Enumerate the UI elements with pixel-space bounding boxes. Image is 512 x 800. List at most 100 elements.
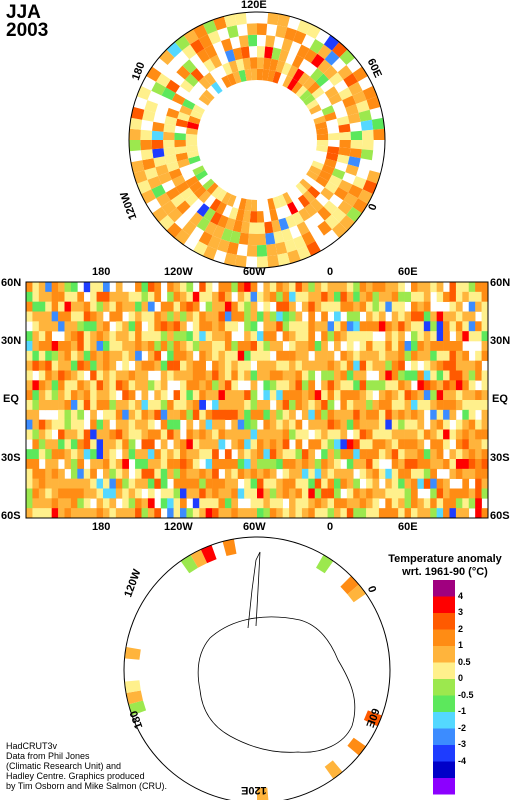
anomaly-cell: [353, 419, 360, 430]
anomaly-cell: [186, 390, 194, 401]
anomaly-cell: [38, 498, 46, 509]
anomaly-cell: [205, 449, 213, 460]
polar-anomaly-cell: [171, 93, 186, 106]
anomaly-cell: [244, 478, 251, 489]
anomaly-cell: [430, 449, 437, 460]
polar-anomaly-cell: [177, 111, 190, 122]
anomaly-cell: [122, 409, 129, 420]
anomaly-cell: [468, 390, 476, 401]
anomaly-cell: [103, 488, 110, 499]
anomaly-cell: [135, 321, 142, 332]
polar-anomaly-cell: [129, 140, 141, 152]
anomaly-cell: [103, 409, 110, 420]
legend-swatch: [433, 745, 455, 762]
anomaly-cell: [366, 478, 373, 489]
polar-anomaly-cell: [166, 41, 182, 58]
anomaly-cell: [436, 282, 444, 293]
anomaly-cell: [147, 488, 155, 499]
anomaly-cell: [468, 429, 476, 440]
anomaly-cell: [224, 488, 232, 499]
polar-anomaly-cell: [221, 228, 233, 242]
anomaly-cell: [417, 468, 425, 479]
polar-anomaly-cell: [339, 131, 351, 140]
anomaly-cell: [128, 350, 136, 361]
anomaly-cell: [436, 390, 444, 401]
anomaly-cell: [289, 488, 296, 499]
anomaly-cell: [327, 301, 335, 312]
anomaly-cell: [346, 439, 354, 450]
anomaly-cell: [26, 459, 33, 470]
legend-swatch: [433, 761, 455, 778]
anomaly-cell: [154, 409, 162, 420]
anomaly-cell: [224, 370, 232, 381]
anomaly-cell: [70, 439, 78, 450]
anomaly-cell: [109, 341, 117, 352]
anomaly-cell: [282, 419, 290, 430]
eq-top-lon-180: 180: [92, 266, 111, 278]
anomaly-cell: [45, 360, 52, 371]
anomaly-cell: [295, 478, 303, 489]
legend-tick-label: 0.5: [458, 656, 471, 667]
polar-anomaly-cell: [242, 57, 251, 70]
polar-anomaly-cell: [190, 549, 208, 568]
polar-anomaly-cell: [282, 75, 293, 88]
anomaly-cell: [391, 341, 399, 352]
polar-anomaly-cell: [257, 68, 264, 81]
anomaly-cell: [224, 429, 232, 440]
anomaly-cell: [462, 321, 470, 332]
anomaly-cell: [430, 468, 437, 479]
anomaly-cell: [411, 341, 418, 352]
anomaly-cell: [353, 429, 360, 440]
anomaly-cell: [346, 341, 354, 352]
anomaly-cell: [218, 508, 226, 519]
anomaly-cell: [391, 508, 399, 519]
anomaly-cell: [340, 409, 348, 420]
anomaly-cell: [83, 498, 91, 509]
polar-anomaly-cell: [277, 13, 291, 28]
anomaly-cell: [417, 449, 425, 460]
polar-anomaly-cell: [238, 35, 249, 48]
anomaly-cell: [353, 321, 360, 332]
anomaly-cell: [58, 508, 65, 519]
anomaly-cell: [475, 498, 482, 509]
polar-anomaly-cell: [317, 59, 332, 74]
anomaly-cell: [45, 350, 52, 361]
polar-anomaly-cell: [311, 160, 324, 171]
anomaly-cell: [443, 331, 450, 342]
anomaly-cell: [199, 311, 206, 322]
anomaly-cell: [154, 449, 162, 460]
anomaly-cell: [64, 429, 72, 440]
anomaly-cell: [141, 409, 149, 420]
anomaly-cell: [327, 321, 335, 332]
anomaly-cell: [122, 429, 129, 440]
anomaly-cell: [231, 390, 239, 401]
anomaly-cell: [250, 498, 258, 509]
polar-anomaly-cell: [136, 179, 152, 195]
anomaly-cell: [269, 488, 277, 499]
anomaly-cell: [301, 508, 309, 519]
anomaly-cell: [160, 409, 168, 420]
anomaly-cell: [404, 419, 412, 430]
anomaly-cell: [115, 380, 123, 391]
anomaly-cell: [83, 449, 91, 460]
anomaly-cell: [346, 478, 354, 489]
polar-anomaly-cell: [215, 201, 227, 215]
polar-anomaly-cell: [347, 737, 366, 756]
anomaly-cell: [308, 380, 316, 391]
polar-anomaly-cell: [310, 68, 324, 82]
anomaly-cell: [346, 488, 354, 499]
polar-anomaly-cell: [165, 187, 180, 201]
anomaly-cell: [481, 390, 489, 401]
anomaly-cell: [282, 311, 290, 322]
legend-swatch: [433, 662, 455, 679]
anomaly-cell: [411, 439, 418, 450]
anomaly-cell: [64, 498, 72, 509]
polar-anomaly-cell: [249, 57, 257, 69]
anomaly-cell: [321, 498, 328, 509]
polar-anomaly-cell: [366, 170, 381, 184]
anomaly-cell: [321, 282, 328, 293]
anomaly-cell: [327, 370, 335, 381]
anomaly-cell: [205, 459, 213, 470]
anomaly-cell: [51, 498, 59, 509]
polar-anomaly-cell: [153, 156, 167, 168]
